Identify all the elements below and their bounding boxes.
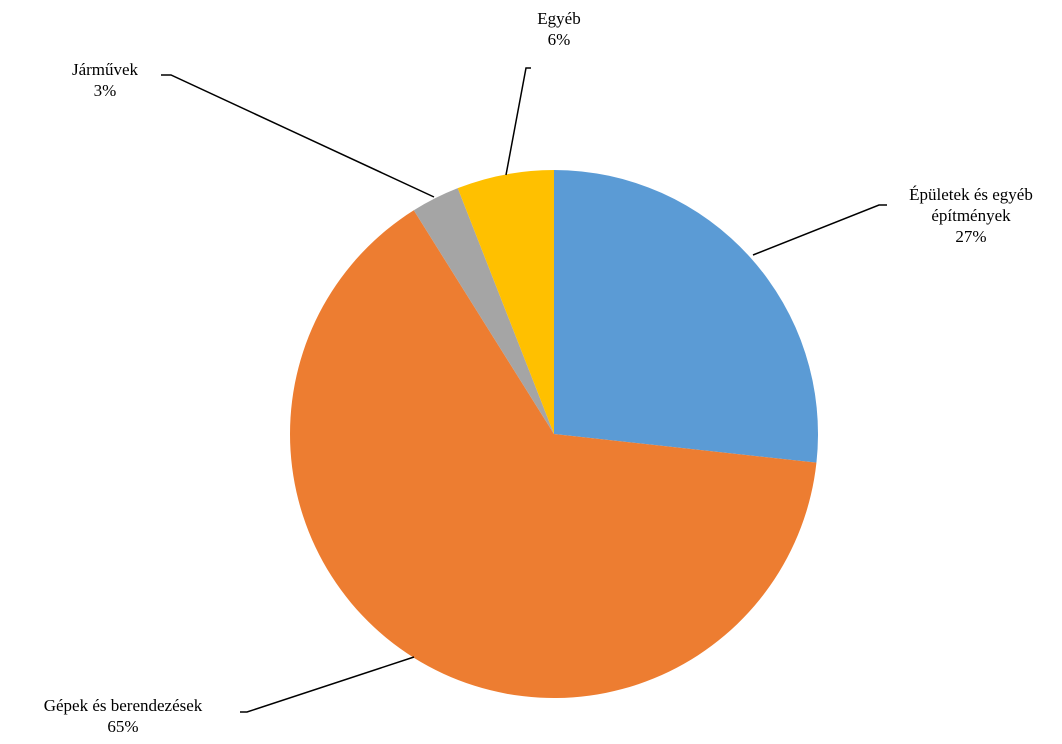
category-label: Épületek és egyéb [909, 185, 1033, 204]
value-label: 3% [94, 81, 117, 100]
pie-slice-2 [290, 210, 817, 698]
category-label: Gépek és berendezések [44, 696, 203, 715]
data-labels: Épületek és egyéb építmények 27% Gépek és b… [44, 9, 1033, 736]
pie-slices [290, 170, 819, 698]
category-label: építmények [931, 206, 1011, 225]
leader-line-4 [505, 67, 531, 176]
data-label-3: Járművek 3% [72, 60, 139, 100]
data-label-2: Gépek és berendezések 65% [44, 696, 203, 736]
value-label: 6% [548, 30, 571, 49]
data-label-4: Egyéb 6% [537, 9, 580, 49]
data-label-1: Épületek és egyéb építmények 27% [909, 185, 1033, 246]
leader-line-2 [240, 656, 415, 713]
leader-line-1 [752, 204, 887, 256]
value-label: 27% [955, 227, 986, 246]
pie-slice-3 [413, 188, 554, 434]
leader-lines [161, 67, 887, 713]
value-label: 65% [107, 717, 138, 736]
category-label: Járművek [72, 60, 139, 79]
pie-slice-4 [457, 170, 554, 434]
pie-slice-1 [554, 170, 819, 463]
leader-line-3 [161, 74, 435, 198]
category-label: Egyéb [537, 9, 580, 28]
